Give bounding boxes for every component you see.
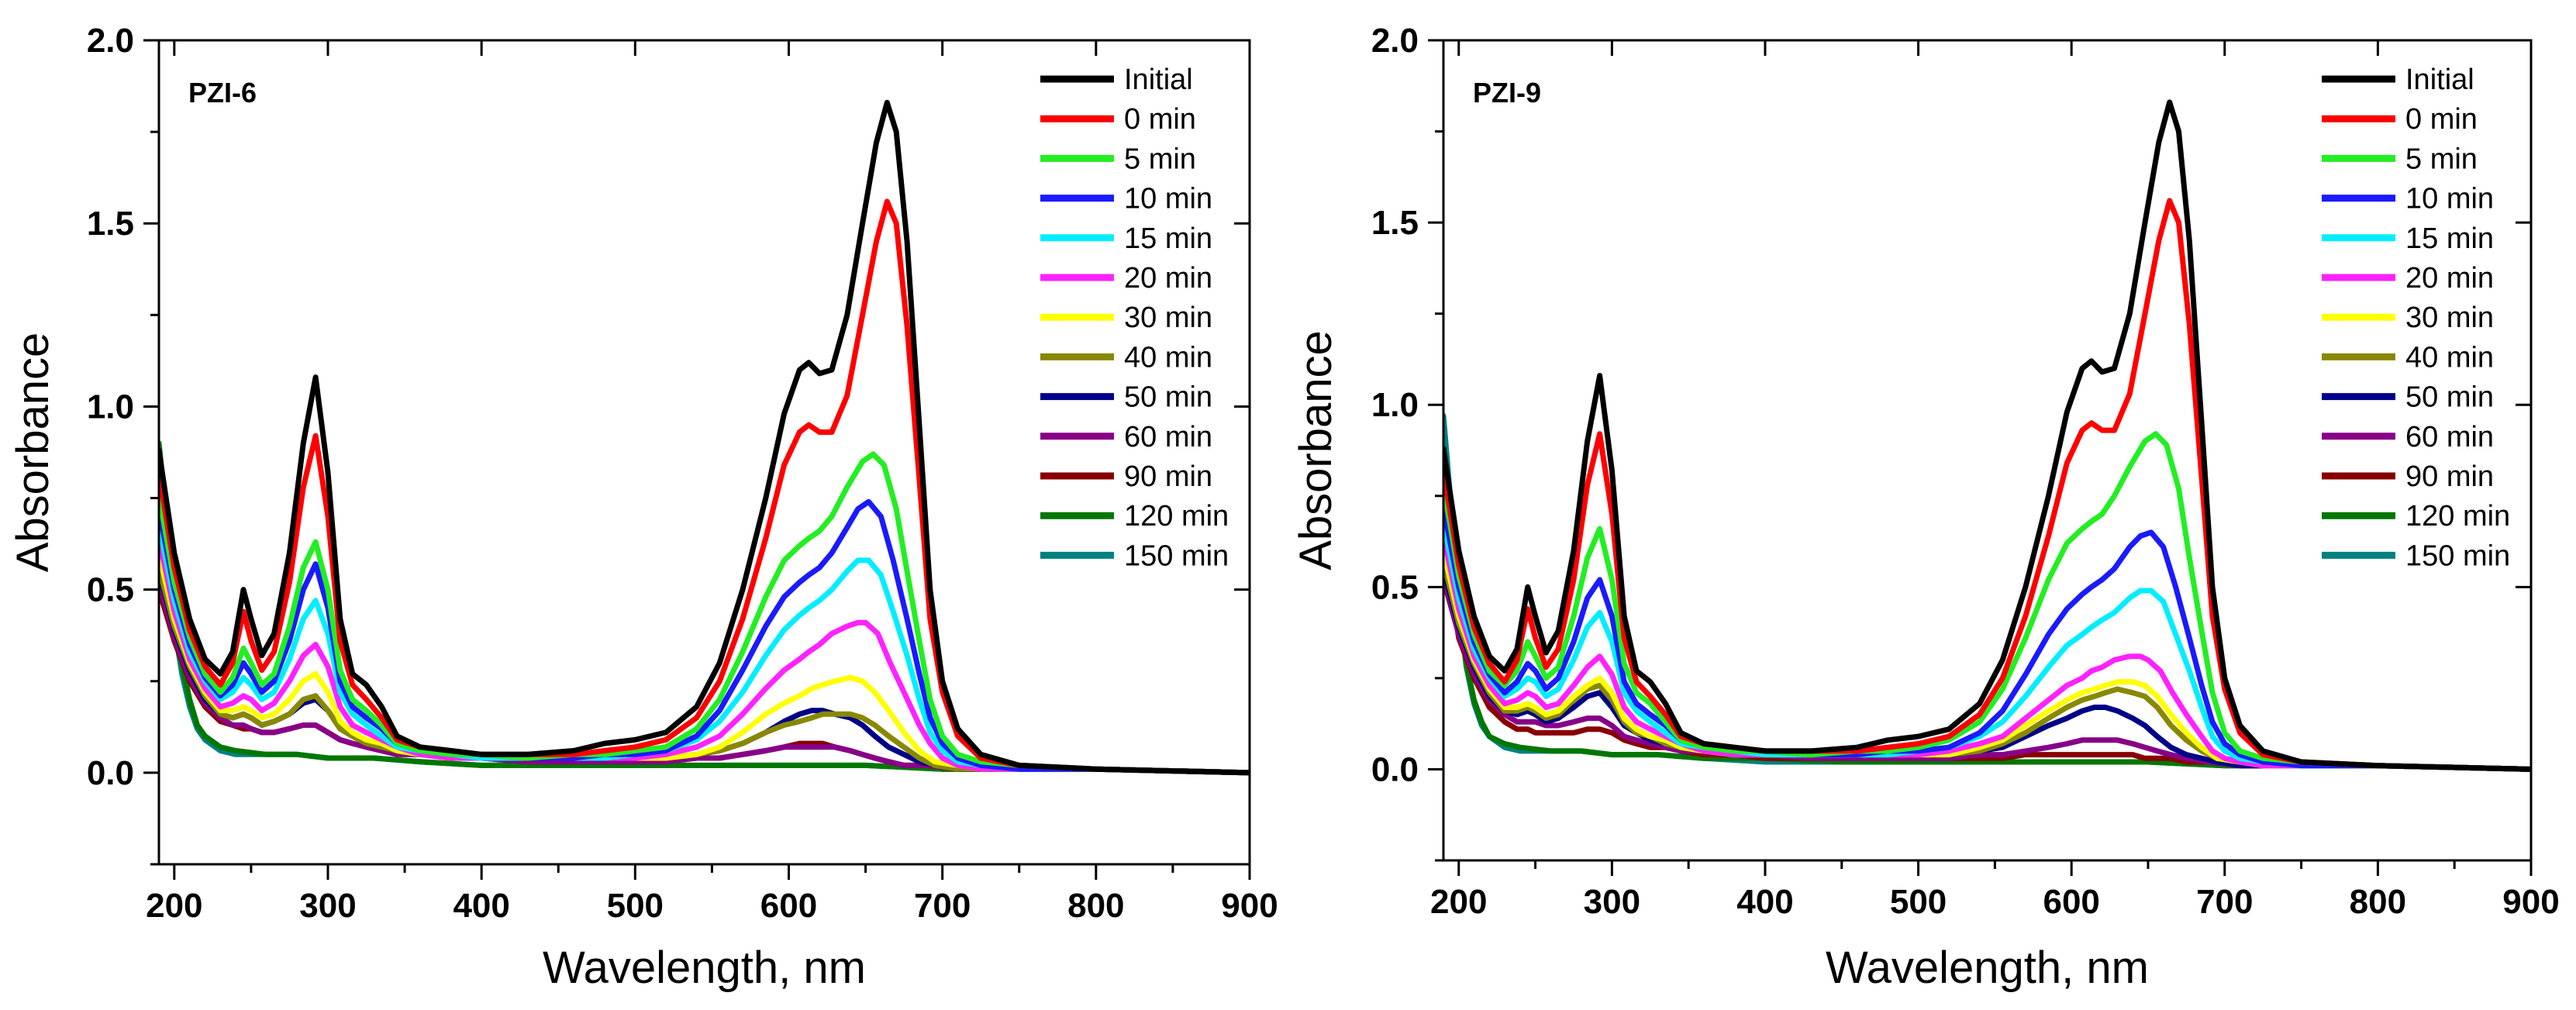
y-axis-title: Absorbance <box>1291 330 1341 570</box>
y-tick-label: 1.0 <box>87 388 134 426</box>
plot-frame <box>157 39 1251 866</box>
y-axis-title: Absorbance <box>8 333 58 573</box>
legend-label: 20 min <box>1124 262 1212 295</box>
y-tick-label: 0.5 <box>87 571 134 609</box>
x-tick-label: 500 <box>607 887 664 925</box>
series-line-5-min <box>159 451 1250 776</box>
y-tick-label: 0.5 <box>1371 568 1419 606</box>
y-tick-label: 1.5 <box>1371 204 1419 242</box>
legend-label: 120 min <box>2405 500 2510 533</box>
x-tick-label: 800 <box>1067 887 1124 925</box>
series-line-60-min <box>1443 577 2531 772</box>
series-line-0-min <box>159 198 1250 776</box>
y-tick-label: 2.0 <box>87 22 134 60</box>
legend-label: 40 min <box>1124 341 1212 374</box>
x-tick-label: 700 <box>914 887 971 925</box>
x-axis-title: Wavelength, nm <box>1826 943 2149 993</box>
legend-label: 90 min <box>2405 460 2494 493</box>
y-tick-label: 0.0 <box>87 754 134 792</box>
series-line-5-min <box>1443 431 2531 772</box>
plot-frame <box>1442 39 2533 862</box>
legend: Initial 0 min 5 min 10 min 15 min 20 min 30 mi… <box>1040 64 1229 572</box>
series-line-0-min <box>1443 198 2531 772</box>
series-line-60-min <box>159 579 1250 776</box>
x-tick-label: 300 <box>1584 883 1640 921</box>
x-tick-label: 300 <box>299 887 356 925</box>
x-tick-label: 200 <box>146 887 202 925</box>
legend-label: 0 min <box>2405 103 2478 136</box>
legend: Initial 0 min 5 min 10 min 15 min 20 min 30 mi… <box>2322 64 2510 572</box>
series-line-initial <box>159 99 1250 776</box>
legend-label: Initial <box>1124 64 1193 96</box>
legend-label: 60 min <box>2405 421 2494 453</box>
x-tick-label: 600 <box>2043 883 2099 921</box>
legend-label: 150 min <box>2405 539 2510 572</box>
y-tick-label: 2.0 <box>1371 22 1419 60</box>
x-tick-label: 600 <box>760 887 817 925</box>
legend-label: 60 min <box>1124 421 1212 453</box>
chart-panel-1: 200 300 400 500 600 700 800 900 0.0 0.5 1.0 1.5 2.0 W… <box>8 22 1278 993</box>
y-tick-label: 1.0 <box>1371 386 1419 424</box>
series-line-initial <box>1443 99 2531 772</box>
legend-label: 0 min <box>1124 103 1196 136</box>
legend-label: 150 min <box>1124 539 1229 572</box>
panel-label: PZI-9 <box>1473 77 1541 109</box>
x-tick-label: 900 <box>2502 883 2559 921</box>
legend-label: 10 min <box>1124 183 1212 215</box>
legend-label: 50 min <box>2405 381 2494 414</box>
legend-label: Initial <box>2405 64 2474 96</box>
legend-label: 15 min <box>2405 222 2494 255</box>
series-lines <box>1443 99 2531 772</box>
x-tick-label: 700 <box>2196 883 2253 921</box>
chart-panel-2: 200 300 400 500 600 700 800 900 0.0 0.5 1.0 1.5 2.0 W… <box>1291 22 2560 993</box>
legend-label: 30 min <box>2405 302 2494 334</box>
series-line-120-min <box>1443 446 2531 772</box>
x-tick-label: 500 <box>1890 883 1947 921</box>
panel-label: PZI-6 <box>188 77 257 109</box>
x-axis-title: Wavelength, nm <box>543 943 866 993</box>
x-tick-label: 400 <box>1736 883 1793 921</box>
legend-label: 10 min <box>2405 183 2494 215</box>
legend-label: 50 min <box>1124 381 1212 414</box>
x-tick-label: 200 <box>1430 883 1487 921</box>
series-line-30-min <box>1443 547 2531 772</box>
series-lines <box>159 99 1250 776</box>
y-tick-label: 1.5 <box>87 205 134 243</box>
x-tick-label: 900 <box>1221 887 1278 925</box>
legend-label: 5 min <box>2405 143 2478 175</box>
legend-label: 120 min <box>1124 500 1229 533</box>
legend-label: 90 min <box>1124 460 1212 493</box>
legend-label: 20 min <box>2405 262 2494 295</box>
series-line-120-min <box>159 440 1250 776</box>
legend-label: 5 min <box>1124 143 1196 175</box>
y-tick-label: 0.0 <box>1371 750 1419 788</box>
legend-label: 15 min <box>1124 222 1212 255</box>
x-tick-label: 400 <box>453 887 509 925</box>
legend-label: 30 min <box>1124 302 1212 334</box>
legend-label: 40 min <box>2405 341 2494 374</box>
x-tick-label: 800 <box>2350 883 2406 921</box>
